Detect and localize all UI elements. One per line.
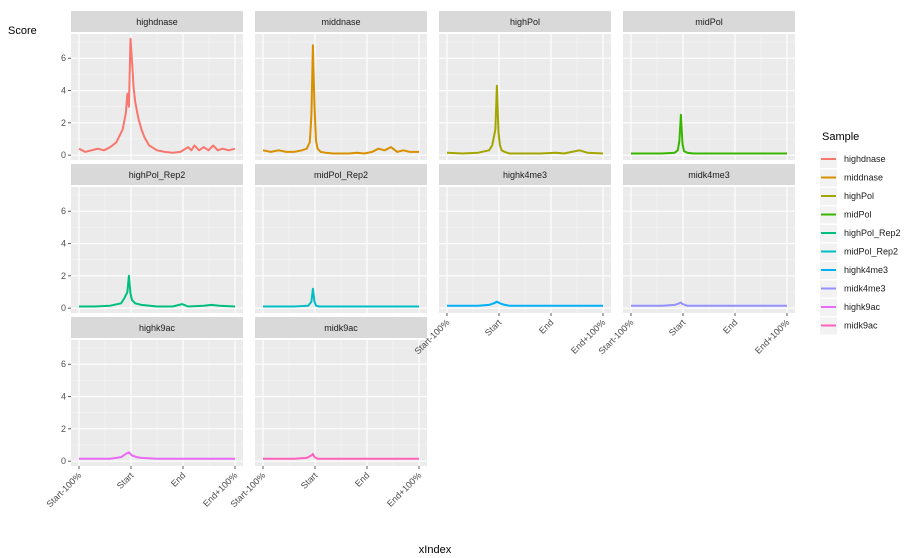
facet-strip (623, 164, 795, 185)
facet-strip (71, 11, 243, 32)
series-line-midPol_Rep2 (263, 287, 419, 308)
panel-midk9ac: midk9ac (255, 317, 427, 466)
series-line-highk9ac (79, 451, 235, 460)
legend-label: midk4me3 (844, 284, 886, 294)
y-tick-label: 2 (61, 424, 66, 434)
facet-strip (439, 11, 611, 32)
facet-strip (439, 164, 611, 185)
x-tick-label: End+100% (753, 317, 791, 355)
legend-label: midk9ac (844, 321, 878, 331)
x-tick-label: End (353, 470, 371, 488)
facet-strip (71, 164, 243, 185)
y-tick-label: 2 (61, 271, 66, 281)
facet-strip (71, 317, 243, 338)
series-line-midPol (631, 113, 787, 155)
facet-strip (255, 11, 427, 32)
facet-strip-label: highk4me3 (503, 170, 547, 180)
facet-strip-label: highk9ac (139, 323, 176, 333)
y-tick-label: 6 (61, 206, 66, 216)
panel-middnase: middnase (255, 11, 427, 160)
facet-strip-label: middnase (321, 17, 360, 27)
facet-strip-label: highPol (510, 17, 540, 27)
facet-strip-label: highdnase (136, 17, 178, 27)
facet-strip-label: midk4me3 (688, 170, 730, 180)
x-axis-title: xIndex (419, 544, 452, 556)
facet-strip-label: highPol_Rep2 (129, 170, 186, 180)
y-tick-label: 0 (61, 150, 66, 160)
panel-midPol: midPol (623, 11, 795, 160)
facet-strip (255, 164, 427, 185)
x-tick-label: Start (667, 317, 688, 338)
facet-strip-label: midPol (695, 17, 723, 27)
y-tick-label: 0 (61, 456, 66, 466)
x-tick-label: Start (299, 470, 320, 491)
series-line-midk9ac (263, 452, 419, 460)
y-tick-label: 4 (61, 239, 66, 249)
x-tick-label: Start (115, 470, 136, 491)
facet-strip-label: midPol_Rep2 (314, 170, 368, 180)
legend: Sample highdnase middnase highPol midPol hig… (820, 131, 901, 335)
series-line-highPol (446, 84, 604, 155)
panel-highk9ac: highk9ac (71, 317, 243, 466)
legend-label: middnase (844, 173, 883, 183)
x-tick-label: Start-100% (45, 470, 84, 509)
y-tick-label: 4 (61, 392, 66, 402)
legend-label: midPol_Rep2 (844, 247, 898, 257)
legend-label: highk4me3 (844, 265, 888, 275)
chart-panels: highdnase middnase highPol midPol highPol_Re… (71, 11, 795, 466)
y-tick-label: 6 (61, 359, 66, 369)
panel-highPol_Rep2: highPol_Rep2 (71, 164, 243, 313)
legend-label: highdnase (844, 154, 886, 164)
facet-strip (623, 11, 795, 32)
facet-strip (255, 317, 427, 338)
legend-label: highPol_Rep2 (844, 228, 901, 238)
series-line-highdnase (78, 37, 236, 154)
panel-midk4me3: midk4me3 (623, 164, 795, 313)
y-tick-label: 0 (61, 303, 66, 313)
facet-strip-label: midk9ac (324, 323, 358, 333)
legend-label: midPol (844, 210, 872, 220)
y-tick-label: 4 (61, 86, 66, 96)
x-tick-label: End (721, 317, 739, 335)
x-tick-label: End (169, 470, 187, 488)
x-tick-label: Start (483, 317, 504, 338)
series-line-midk4me3 (631, 301, 787, 307)
legend-label: highk9ac (844, 302, 881, 312)
y-tick-label: 2 (61, 118, 66, 128)
x-tick-label: End+100% (385, 470, 423, 508)
x-tick-label: End (537, 317, 555, 335)
panel-highPol: highPol (439, 11, 611, 160)
series-line-highk4me3 (447, 300, 603, 307)
legend-label: highPol (844, 191, 874, 201)
panel-highk4me3: highk4me3 (439, 164, 611, 313)
panel-highdnase: highdnase (71, 11, 243, 160)
y-tick-label: 6 (61, 53, 66, 63)
y-axis-title: Score (8, 25, 37, 37)
series-line-highPol_Rep2 (79, 274, 236, 308)
series-line-middnase (262, 44, 419, 155)
legend-title: Sample (822, 131, 859, 143)
panel-midPol_Rep2: midPol_Rep2 (255, 164, 427, 313)
